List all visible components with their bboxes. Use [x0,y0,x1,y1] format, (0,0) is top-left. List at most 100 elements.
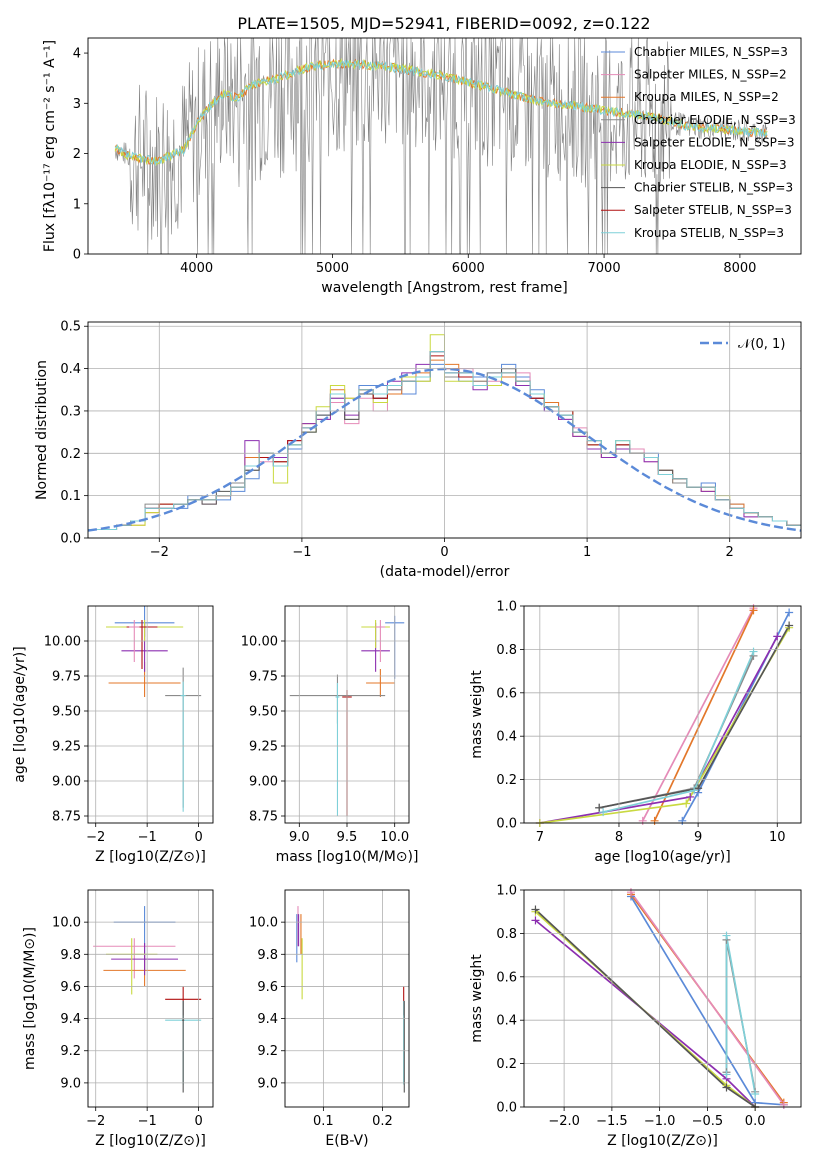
y-tick-label: 9.4 [60,1012,81,1027]
panel-mass-vs-ebv [281,890,409,1111]
x-tick-label: 4000 [180,261,213,276]
x-axis-label: (data-model)/error [380,564,510,580]
x-axis-label: Z [log10(Z/Z⊙)] [95,849,206,865]
y-tick-label: 0.0 [496,817,517,832]
y-tick-label: 0.8 [496,643,517,658]
panel-plot-area-massweight-vs-age [539,607,790,823]
x-tick-label: 5000 [316,261,349,276]
y-tick-label: 0.4 [60,362,81,377]
y-tick-label: 0.6 [496,686,517,701]
plus-marker [638,816,647,825]
x-tick-label: −1 [138,830,157,845]
x-tick-label: 1 [583,545,591,560]
plus-marker [531,905,540,914]
y-tick-label: 0.0 [60,532,81,547]
panel-massweight-vs-Z [520,889,801,1111]
plus-marker [722,1083,731,1092]
model-spectrum-line [114,59,768,167]
x-axis-label: Z [log10(Z/Z⊙)] [607,1133,718,1149]
legend-entry: Chabrier ELODIE, N_SSP=3 [634,113,796,127]
y-tick-label: 9.75 [249,670,278,685]
x-tick-label: 10.0 [380,830,409,845]
panel-plot-area-age-vs-Z [106,606,202,812]
plus-marker [722,1070,731,1079]
x-tick-label: 8000 [723,261,756,276]
x-tick-label: −1 [292,545,311,560]
y-tick-label: 10.00 [44,635,81,650]
y-axis-label: age [log10(age/yr)] [12,646,28,782]
x-axis-label: E(B-V) [325,1133,368,1149]
mass-weight-series [602,651,755,813]
panel-age-vs-mass [281,606,409,827]
y-tick-label: 0.3 [60,404,81,419]
panel-massweight-vs-age [520,605,801,827]
mass-weight-series [534,908,756,1107]
axes-frame [523,889,802,1108]
mass-weight-series [534,919,756,1107]
y-axis-label: mass [log10(M/M⊙)] [22,927,38,1070]
x-tick-label: 9 [694,830,702,845]
x-tick-label: 9.0 [289,830,310,845]
legend-entry: Kroupa STELIB, N_SSP=3 [634,226,784,240]
axes-frame [523,605,802,824]
axes-frame [87,605,214,824]
x-tick-label: 10 [769,830,786,845]
y-tick-label: 9.25 [52,740,81,755]
plus-marker [682,799,691,808]
x-tick-label: −2 [150,545,169,560]
y-tick-label: 9.8 [257,948,278,963]
y-tick-label: 10.0 [249,916,278,931]
y-axis-label: Normed distribution [34,360,50,500]
x-tick-label: −2 [86,830,105,845]
x-tick-label: 7 [536,830,544,845]
y-tick-label: 9.00 [52,775,81,790]
x-tick-label: 0 [194,830,202,845]
y-tick-label: 0.4 [496,730,517,745]
y-tick-label: 0.6 [496,970,517,985]
y-tick-label: 0.4 [496,1014,517,1029]
x-tick-label: −1.0 [644,1114,676,1129]
x-tick-label: 9.5 [337,830,358,845]
y-tick-label: 8.75 [52,810,81,825]
y-tick-label: 9.50 [249,705,278,720]
plus-marker [690,786,699,795]
axes-frame [284,889,410,1108]
y-tick-label: 1.0 [496,600,517,615]
y-tick-label: 0.0 [496,1101,517,1116]
figure-title: PLATE=1505, MJD=52941, FIBERID=0092, z=0… [237,14,650,33]
y-tick-label: 8.75 [249,810,278,825]
legend-entry: Salpeter STELIB, N_SSP=3 [634,203,792,217]
y-tick-label: 9.6 [60,980,81,995]
y-tick-label: 10.00 [241,635,278,650]
plus-marker [751,1089,760,1098]
legend-entry: Chabrier STELIB, N_SSP=3 [634,181,793,195]
axes-frame [87,889,214,1108]
plus-marker [595,803,604,812]
plus-marker [599,808,608,817]
x-tick-label: 0.1 [313,1114,334,1129]
y-tick-label: 1.0 [496,884,517,899]
y-tick-label: 4 [73,47,81,62]
y-tick-label: 0.5 [60,320,81,335]
axes-frame [87,321,802,539]
x-axis-label: wavelength [Angstrom, rest frame] [321,280,567,296]
mass-weight-series [725,935,757,1095]
y-axis-label: mass weight [469,954,485,1043]
panel-residuals [84,322,801,542]
y-tick-label: 9.0 [60,1076,81,1091]
y-tick-label: 9.4 [257,1012,278,1027]
x-axis-label: age [log10(age/yr)] [594,849,730,865]
y-tick-label: 9.8 [60,948,81,963]
x-tick-label: 2 [726,545,734,560]
x-tick-label: 8 [615,830,623,845]
y-tick-label: 9.00 [249,775,278,790]
axes-frame [284,605,410,824]
x-tick-label: 0 [440,545,448,560]
x-tick-label: −0.5 [692,1114,724,1129]
y-tick-label: 2 [73,147,81,162]
y-tick-label: 9.75 [52,670,81,685]
plus-marker [779,1100,788,1109]
x-tick-label: 6000 [452,261,485,276]
model-spectrum-line [114,57,768,166]
